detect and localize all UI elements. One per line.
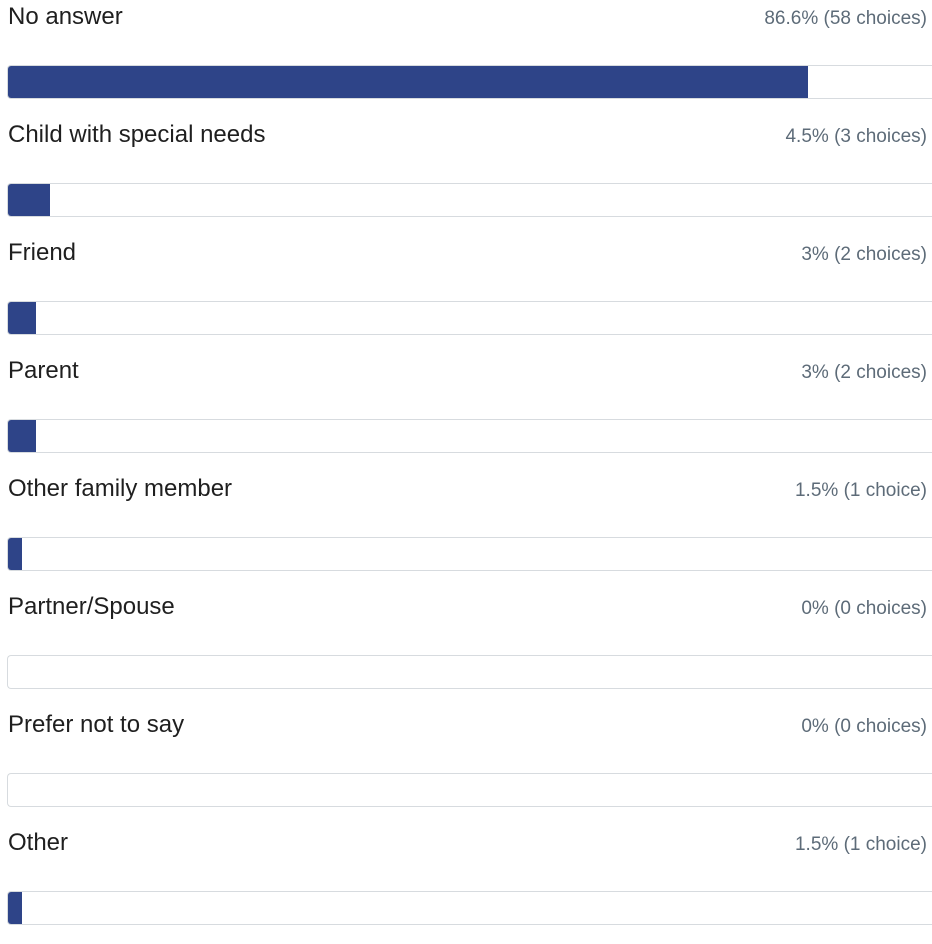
result-row: Prefer not to say 0% (0 choices) [0,708,932,826]
result-row: Other 1.5% (1 choice) [0,826,932,944]
bar-track [7,419,932,453]
bar-track [7,891,932,925]
option-stat: 0% (0 choices) [801,716,927,737]
bar-fill [8,538,22,570]
result-row: Partner/Spouse 0% (0 choices) [0,590,932,708]
result-row: Other family member 1.5% (1 choice) [0,472,932,590]
option-stat: 0% (0 choices) [801,598,927,619]
result-row: Parent 3% (2 choices) [0,354,932,472]
option-stat: 3% (2 choices) [801,362,927,383]
option-label: Partner/Spouse [8,593,175,620]
option-label: Friend [8,239,77,266]
option-stat: 4.5% (3 choices) [785,126,927,147]
bar-fill [8,892,22,924]
bar-fill [8,302,36,334]
option-label: Other family member [8,475,233,502]
bar-track [7,183,932,217]
option-stat: 3% (2 choices) [801,244,927,265]
result-row: Friend 3% (2 choices) [0,236,932,354]
option-stat: 1.5% (1 choice) [794,834,927,855]
bar-track [7,65,932,99]
option-label: Child with special needs [8,121,266,148]
option-label: Other [8,829,69,856]
bar-track [7,655,932,689]
result-row: No answer 86.6% (58 choices) [0,0,932,118]
option-label: Parent [8,357,79,384]
bar-fill [8,66,808,98]
option-label: Prefer not to say [8,711,185,738]
bar-track [7,537,932,571]
result-row: Child with special needs 4.5% (3 choices… [0,118,932,236]
bar-track [7,773,932,807]
bar-track [7,301,932,335]
option-stat: 86.6% (58 choices) [764,8,927,29]
bar-fill [8,184,50,216]
option-label: No answer [8,3,123,30]
option-stat: 1.5% (1 choice) [794,480,927,501]
bar-fill [8,420,36,452]
